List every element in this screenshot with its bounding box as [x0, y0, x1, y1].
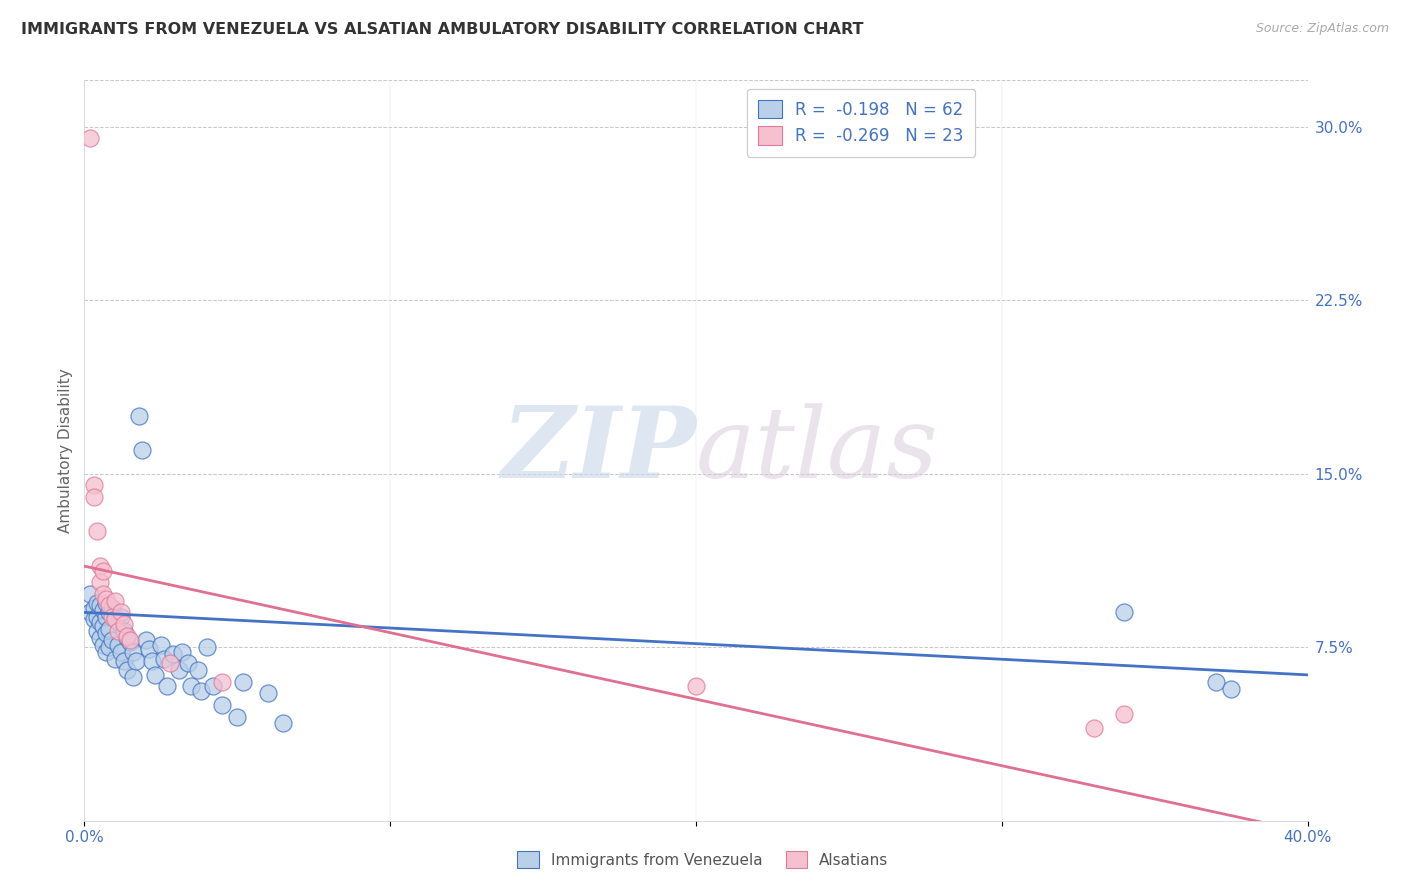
Point — [167, 663, 190, 677]
Point — [195, 640, 218, 654]
Point — [83, 612, 105, 626]
Point — [190, 684, 212, 698]
Point — [94, 610, 117, 624]
Text: ZIP: ZIP — [501, 402, 696, 499]
Point — [94, 596, 117, 610]
Point — [125, 654, 148, 668]
Point — [162, 647, 184, 661]
Point — [101, 600, 124, 615]
Point — [128, 409, 150, 423]
Point — [83, 490, 105, 504]
Point — [1205, 674, 1227, 689]
Point — [257, 686, 280, 700]
Point — [83, 600, 105, 615]
Point — [104, 594, 127, 608]
Legend: Immigrants from Venezuela, Alsatians: Immigrants from Venezuela, Alsatians — [510, 844, 896, 875]
Point — [110, 606, 132, 620]
Point — [104, 612, 127, 626]
Point — [201, 680, 224, 694]
Point — [94, 645, 117, 659]
Point — [112, 654, 135, 668]
Point — [94, 626, 117, 640]
Point — [115, 628, 138, 642]
Point — [131, 443, 153, 458]
Point — [120, 635, 142, 649]
Point — [112, 617, 135, 632]
Point — [104, 610, 127, 624]
Point — [91, 619, 114, 633]
Point — [115, 631, 138, 645]
Point — [97, 622, 120, 636]
Point — [153, 651, 176, 665]
Point — [91, 564, 114, 578]
Point — [1220, 681, 1243, 696]
Point — [211, 674, 233, 689]
Point — [107, 638, 129, 652]
Point — [159, 657, 181, 671]
Point — [138, 642, 160, 657]
Point — [211, 698, 233, 712]
Point — [1114, 606, 1136, 620]
Point — [101, 610, 124, 624]
Point — [110, 645, 132, 659]
Point — [97, 606, 120, 620]
Point — [135, 633, 157, 648]
Point — [86, 596, 108, 610]
Point — [86, 610, 108, 624]
Legend: R =  -0.198   N = 62, R =  -0.269   N = 23: R = -0.198 N = 62, R = -0.269 N = 23 — [747, 88, 976, 157]
Point — [122, 670, 145, 684]
Text: atlas: atlas — [696, 403, 939, 498]
Point — [685, 680, 707, 694]
Point — [271, 716, 294, 731]
Point — [89, 559, 111, 574]
Point — [177, 657, 200, 671]
Point — [97, 599, 120, 613]
Point — [79, 131, 101, 145]
Point — [1083, 721, 1105, 735]
Point — [112, 624, 135, 638]
Point — [104, 651, 127, 665]
Point — [79, 606, 101, 620]
Point — [89, 599, 111, 613]
Point — [115, 663, 138, 677]
Point — [186, 663, 208, 677]
Point — [101, 633, 124, 648]
Point — [94, 591, 117, 606]
Point — [122, 645, 145, 659]
Point — [107, 624, 129, 638]
Point — [89, 575, 111, 590]
Point — [83, 478, 105, 492]
Point — [110, 610, 132, 624]
Point — [143, 668, 166, 682]
Point — [149, 638, 172, 652]
Point — [226, 709, 249, 723]
Point — [86, 624, 108, 638]
Point — [89, 631, 111, 645]
Point — [156, 680, 179, 694]
Point — [97, 640, 120, 654]
Y-axis label: Ambulatory Disability: Ambulatory Disability — [58, 368, 73, 533]
Point — [91, 603, 114, 617]
Point — [91, 587, 114, 601]
Point — [107, 615, 129, 629]
Point — [120, 633, 142, 648]
Point — [180, 680, 202, 694]
Point — [89, 615, 111, 629]
Point — [1114, 707, 1136, 722]
Text: IMMIGRANTS FROM VENEZUELA VS ALSATIAN AMBULATORY DISABILITY CORRELATION CHART: IMMIGRANTS FROM VENEZUELA VS ALSATIAN AM… — [21, 22, 863, 37]
Point — [91, 638, 114, 652]
Point — [86, 524, 108, 539]
Point — [232, 674, 254, 689]
Point — [79, 587, 101, 601]
Point — [141, 654, 163, 668]
Point — [172, 645, 194, 659]
Text: Source: ZipAtlas.com: Source: ZipAtlas.com — [1256, 22, 1389, 36]
